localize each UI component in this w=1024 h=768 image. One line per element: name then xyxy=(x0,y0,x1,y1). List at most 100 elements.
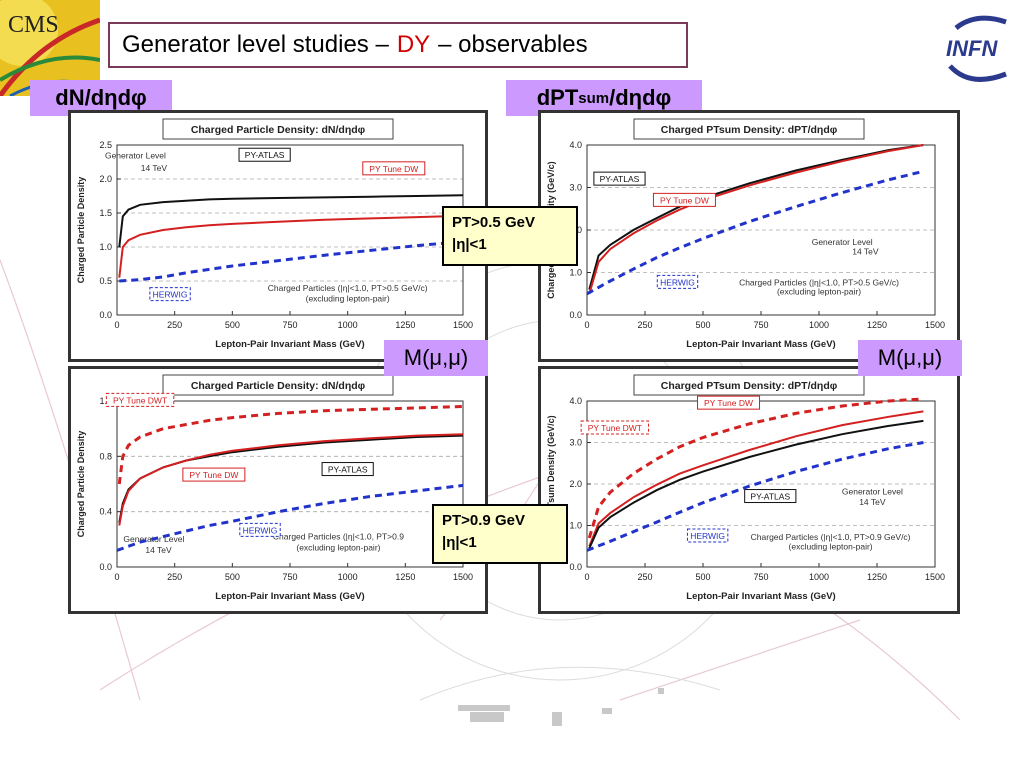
series-line-py-atlas xyxy=(588,144,924,290)
series-label: PY-ATLAS xyxy=(328,465,368,475)
page-title: Generator level studies – DY – observabl… xyxy=(108,22,688,68)
infn-logo: INFN xyxy=(946,15,1007,82)
series-label-frame xyxy=(239,522,281,537)
label-dn-text: dN/dηdφ xyxy=(55,85,147,110)
x-tick-label: 250 xyxy=(167,572,182,582)
x-axis-label: Lepton-Pair Invariant Mass (GeV) xyxy=(215,591,364,602)
y-axis-label: Charged PTsum Density (GeV/c) xyxy=(546,415,556,552)
label-dpt-main: dPT xyxy=(536,85,579,110)
series-line-herwig xyxy=(116,483,464,552)
chart-title: Charged Particle Density: dN/dηdφ xyxy=(191,380,366,392)
x-axis-label: Lepton-Pair Invariant Mass (GeV) xyxy=(215,339,364,350)
mass-label-right: M(μ,μ) xyxy=(858,340,962,376)
y-tick-label: 0.0 xyxy=(99,562,112,572)
mass-label-left: M(μ,μ) xyxy=(384,340,488,376)
y-tick-label: 4.0 xyxy=(569,396,582,406)
x-tick-label: 1250 xyxy=(395,572,415,582)
series-label-frame xyxy=(362,161,426,176)
chart-top-left: Charged Particle Density: dN/dηdφ 0 250 500… xyxy=(76,118,473,350)
chart-title: Charged Particle Density: dN/dηdφ xyxy=(191,124,366,136)
chart-annotation: Charged Particles (|η|<1.0, PT>0.9 xyxy=(273,531,404,541)
x-tick-label: 500 xyxy=(695,572,710,582)
cms-logo-text: CMS xyxy=(8,12,59,38)
mass-label-right-text: M(μ,μ) xyxy=(877,345,943,370)
x-tick-label: 0 xyxy=(114,572,119,582)
series-label-frame xyxy=(580,420,650,435)
series-label-frame xyxy=(238,147,291,162)
y-axis-label: Charged Particle Density xyxy=(76,431,86,538)
x-tick-label: 750 xyxy=(753,572,768,582)
chart-annotation: (excluding lepton-pair) xyxy=(306,293,390,303)
series-label-frame xyxy=(182,467,246,482)
chart-panel-bottom-left: Charged Particle Density: dN/dηdφ 0 250 500… xyxy=(68,366,488,614)
x-tick-label: 750 xyxy=(282,572,297,582)
chart-title: Charged PTsum Density: dPT/dηdφ xyxy=(661,124,838,136)
title-highlight: DY xyxy=(396,31,431,58)
x-tick-label: 1000 xyxy=(809,320,829,330)
series-label: HERWIG xyxy=(660,277,695,287)
chart-title-frame xyxy=(162,374,394,396)
y-tick-label: 1.0 xyxy=(99,242,112,252)
chart-title: Charged PTsum Density: dPT/dηdφ xyxy=(661,380,838,392)
chart-annotation: Charged Particles (|η|<1.0, PT>0.9 GeV/c… xyxy=(751,532,911,542)
chart-annotation: Generator Level xyxy=(812,237,873,247)
y-tick-label: 1.0 xyxy=(569,268,582,278)
title-suffix: – observables xyxy=(438,31,588,58)
x-tick-label: 750 xyxy=(753,320,768,330)
y-tick-label: 2.0 xyxy=(569,479,582,489)
series-line-py-tune-dw xyxy=(118,433,464,526)
series-line-herwig xyxy=(586,441,924,552)
series-line-herwig xyxy=(119,240,464,283)
series-label-frame xyxy=(149,287,191,302)
chart-annotation: (excluding lepton-pair) xyxy=(789,542,873,552)
series-label: HERWIG xyxy=(243,525,278,535)
x-tick-label: 1250 xyxy=(867,320,887,330)
x-tick-label: 1000 xyxy=(809,572,829,582)
cut-pt05-eta: |η|<1 xyxy=(452,236,487,253)
x-tick-label: 500 xyxy=(695,320,710,330)
chart-annotation: 14 TeV xyxy=(852,247,879,257)
x-tick-label: 1000 xyxy=(338,572,358,582)
y-tick-label: 4.0 xyxy=(569,140,582,150)
chart-annotation: Charged Particles (|η|<1.0, PT>0.5 GeV/c… xyxy=(739,277,899,287)
x-tick-label: 500 xyxy=(225,572,240,582)
chart-bottom-right: Charged PTsum Density: dPT/dηdφ 0 250 500 75… xyxy=(546,374,945,602)
chart-title-frame xyxy=(633,374,865,396)
x-tick-label: 500 xyxy=(225,320,240,330)
x-tick-label: 1500 xyxy=(453,320,473,330)
cut-pt09-eta: |η|<1 xyxy=(442,534,477,551)
y-tick-label: 2.0 xyxy=(99,174,112,184)
series-label-frame xyxy=(686,528,729,543)
chart-annotation: Generator Level xyxy=(105,151,166,161)
y-tick-label: 1.2 xyxy=(99,396,112,406)
x-tick-label: 1500 xyxy=(453,572,473,582)
x-tick-label: 1500 xyxy=(925,320,945,330)
series-label: PY Tune DW xyxy=(189,470,238,480)
x-tick-label: 1000 xyxy=(338,320,358,330)
x-tick-label: 1500 xyxy=(925,572,945,582)
x-tick-label: 750 xyxy=(282,320,297,330)
series-label-frame xyxy=(593,171,646,186)
x-tick-label: 0 xyxy=(584,572,589,582)
y-tick-label: 1.5 xyxy=(99,208,112,218)
series-label: PY-ATLAS xyxy=(750,492,790,502)
chart-title-frame xyxy=(162,118,394,140)
x-tick-label: 250 xyxy=(637,572,652,582)
series-line-py-tune-dwt xyxy=(587,397,924,539)
y-tick-label: 3.0 xyxy=(569,438,582,448)
y-tick-label: 0.0 xyxy=(569,562,582,572)
y-tick-label: 1.0 xyxy=(569,521,582,531)
x-tick-label: 1250 xyxy=(395,320,415,330)
cut-pt09-pt: PT>0.9 GeV xyxy=(442,512,525,529)
x-tick-label: 250 xyxy=(637,320,652,330)
title-prefix: Generator level studies – xyxy=(122,31,389,58)
series-label: PY-ATLAS xyxy=(245,150,285,160)
x-axis-label: Lepton-Pair Invariant Mass (GeV) xyxy=(686,339,835,350)
series-label: PY Tune DWT xyxy=(588,423,642,433)
x-tick-label: 0 xyxy=(114,320,119,330)
chart-bottom-left: Charged Particle Density: dN/dηdφ 0 250 500… xyxy=(76,374,473,602)
chart-annotation: (excluding lepton-pair) xyxy=(777,287,861,297)
series-label-frame xyxy=(697,395,761,410)
series-line-herwig xyxy=(586,169,924,296)
series-label: PY Tune DW xyxy=(704,398,753,408)
